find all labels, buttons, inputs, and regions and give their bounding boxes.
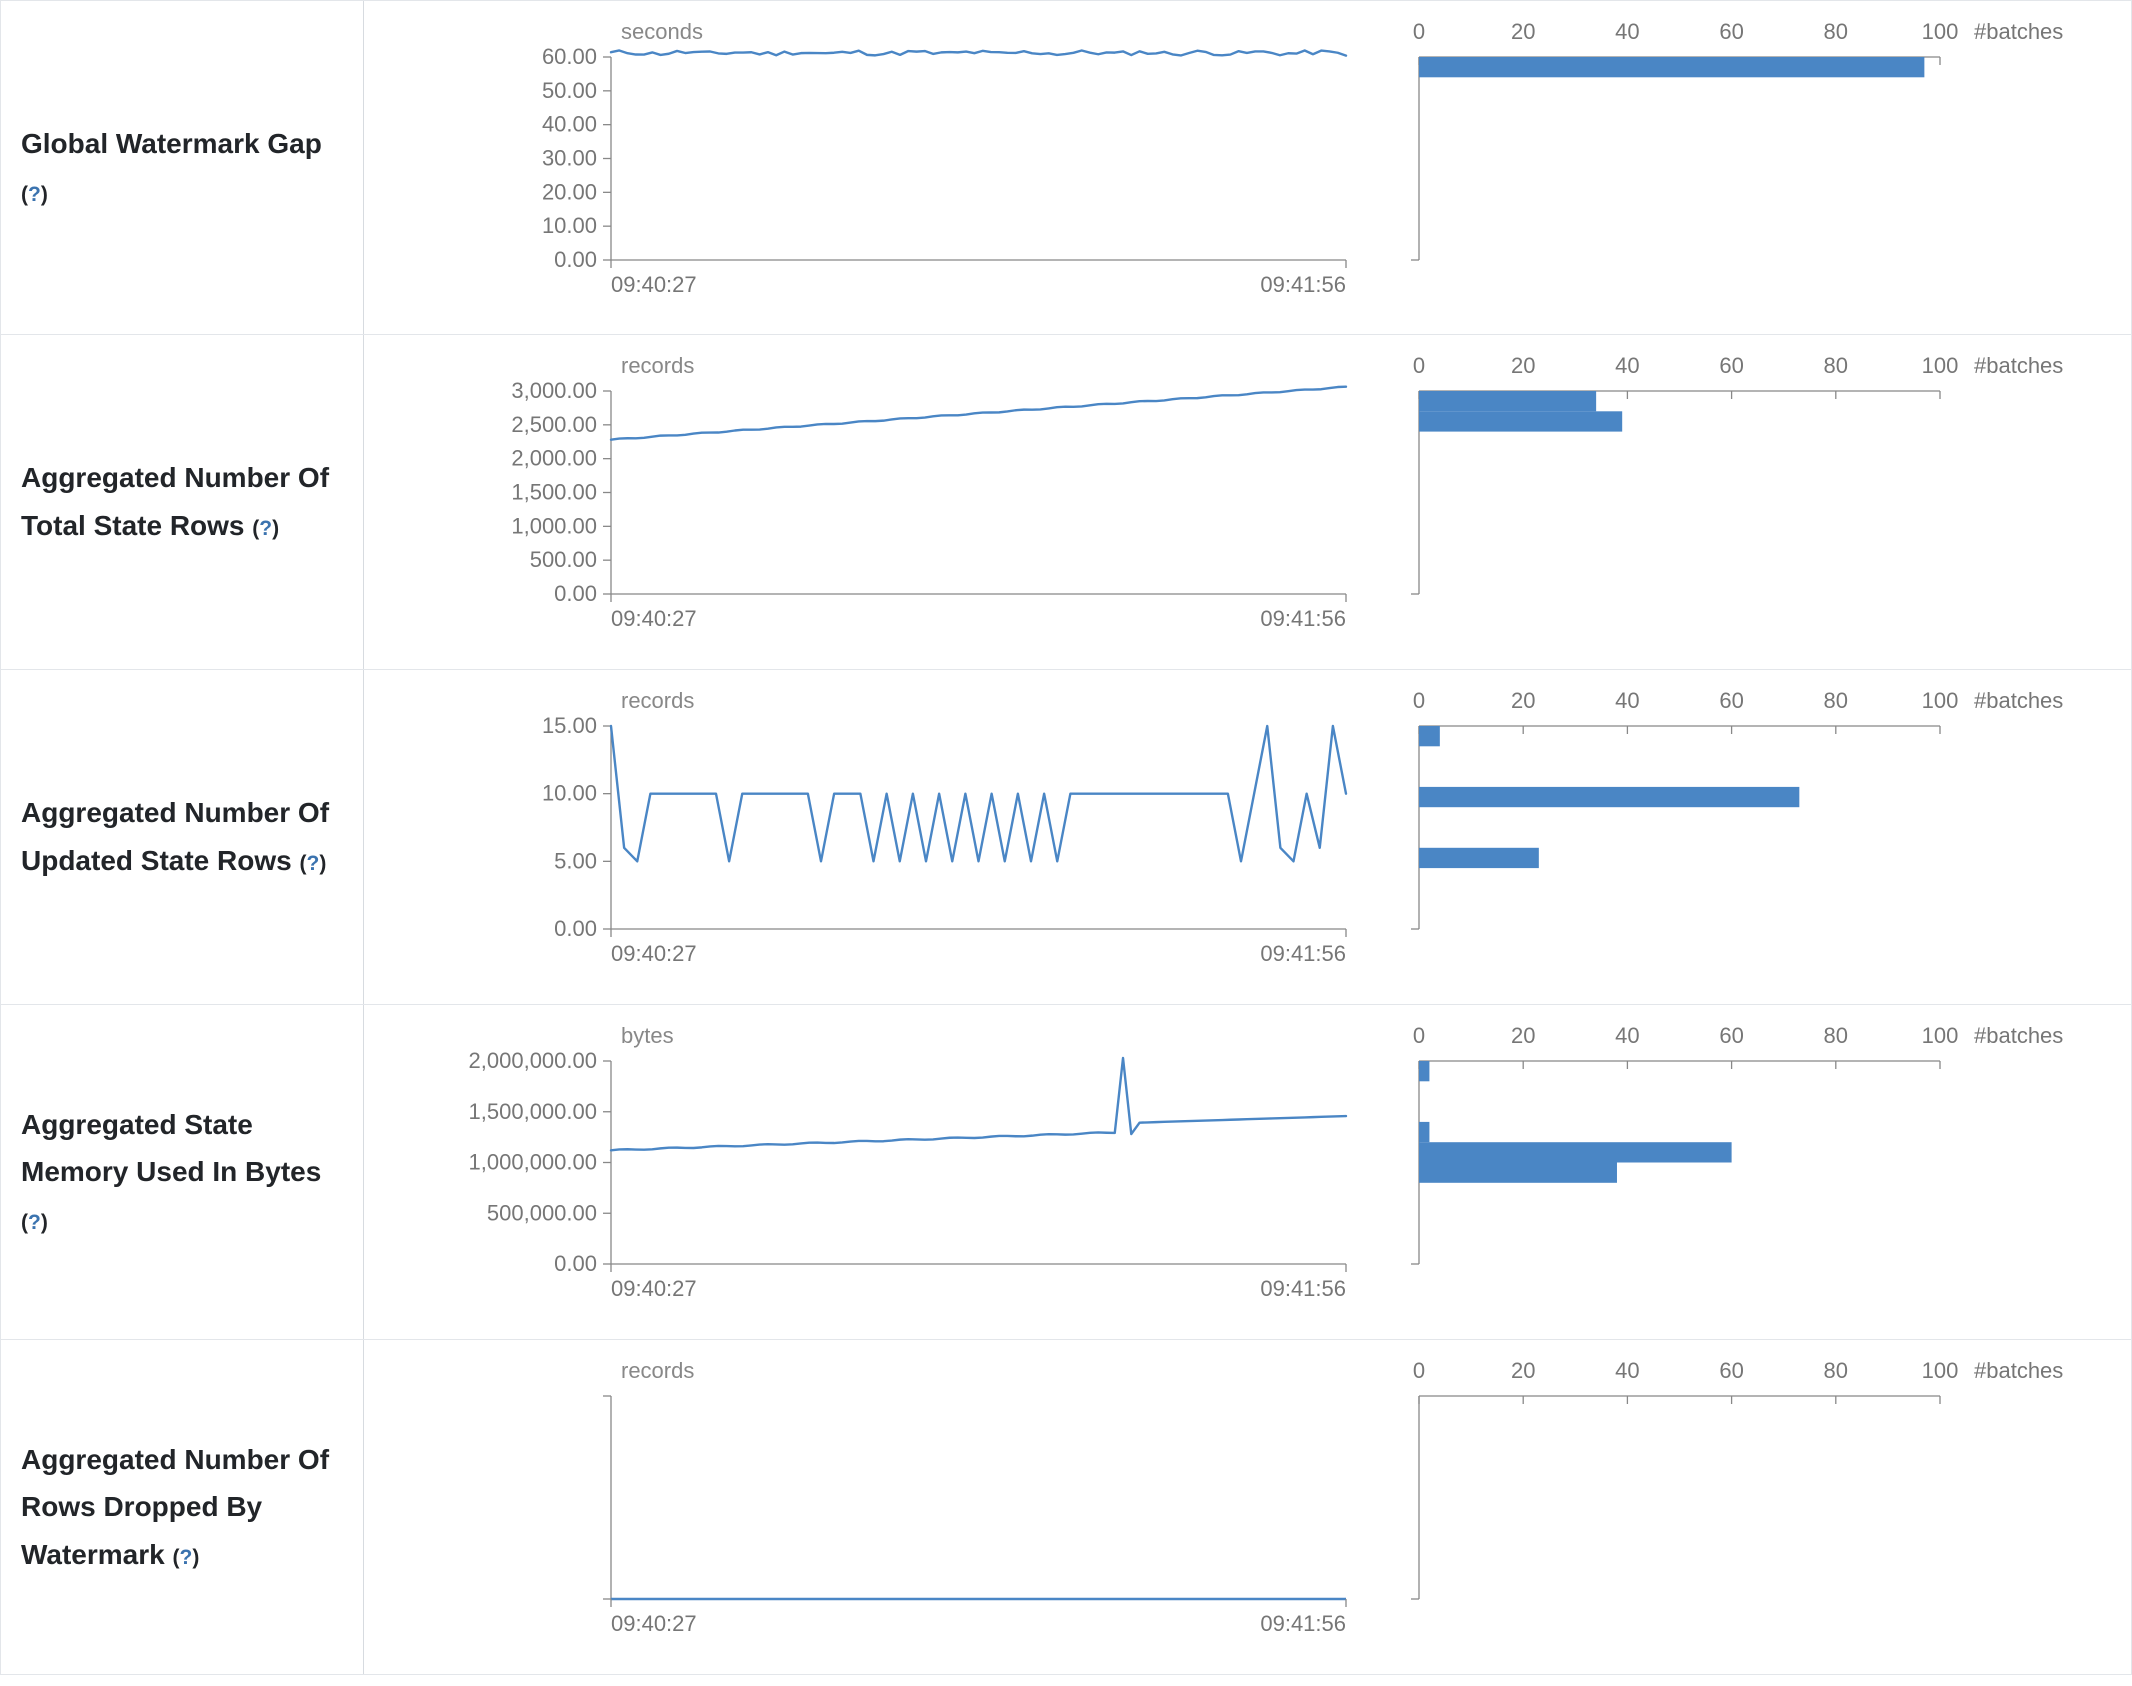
- svg-text:1,500,000.00: 1,500,000.00: [469, 1099, 597, 1124]
- svg-text:records: records: [621, 353, 694, 378]
- svg-text:40: 40: [1615, 688, 1639, 713]
- svg-text:30.00: 30.00: [542, 146, 597, 171]
- svg-text:100: 100: [1922, 353, 1959, 378]
- svg-text:60: 60: [1719, 688, 1743, 713]
- svg-text:80: 80: [1824, 19, 1848, 44]
- svg-text:15.00: 15.00: [542, 713, 597, 738]
- svg-text:20.00: 20.00: [542, 179, 597, 204]
- svg-text:60.00: 60.00: [542, 44, 597, 69]
- svg-text:0.00: 0.00: [554, 247, 597, 272]
- svg-text:0.00: 0.00: [554, 916, 597, 941]
- svg-text:1,500.00: 1,500.00: [511, 480, 597, 505]
- svg-text:40: 40: [1615, 1358, 1639, 1383]
- svg-text:60: 60: [1719, 353, 1743, 378]
- svg-text:60: 60: [1719, 19, 1743, 44]
- svg-text:20: 20: [1511, 688, 1535, 713]
- svg-text:09:41:56: 09:41:56: [1260, 941, 1346, 966]
- svg-text:#batches: #batches: [1974, 1358, 2063, 1383]
- svg-text:2,000,000.00: 2,000,000.00: [469, 1048, 597, 1073]
- svg-text:0: 0: [1413, 19, 1425, 44]
- svg-text:#batches: #batches: [1974, 19, 2063, 44]
- svg-text:20: 20: [1511, 1023, 1535, 1048]
- svg-text:0.00: 0.00: [554, 1251, 597, 1276]
- svg-text:1,000,000.00: 1,000,000.00: [469, 1150, 597, 1175]
- svg-text:40: 40: [1615, 19, 1639, 44]
- svg-text:80: 80: [1824, 353, 1848, 378]
- svg-text:100: 100: [1922, 19, 1959, 44]
- svg-text:40: 40: [1615, 353, 1639, 378]
- svg-text:0.00: 0.00: [554, 581, 597, 606]
- svg-text:40.00: 40.00: [542, 112, 597, 137]
- svg-text:500,000.00: 500,000.00: [487, 1200, 597, 1225]
- svg-text:5.00: 5.00: [554, 848, 597, 873]
- svg-text:10.00: 10.00: [542, 213, 597, 238]
- svg-text:09:40:27: 09:40:27: [611, 1276, 697, 1301]
- svg-text:80: 80: [1824, 1023, 1848, 1048]
- svg-text:09:40:27: 09:40:27: [611, 606, 697, 631]
- svg-text:#batches: #batches: [1974, 688, 2063, 713]
- svg-text:#batches: #batches: [1974, 1023, 2063, 1048]
- svg-text:2,000.00: 2,000.00: [511, 446, 597, 471]
- svg-text:80: 80: [1824, 688, 1848, 713]
- svg-text:0: 0: [1413, 1023, 1425, 1048]
- svg-text:100: 100: [1922, 688, 1959, 713]
- svg-text:80: 80: [1824, 1358, 1848, 1383]
- svg-text:09:41:56: 09:41:56: [1260, 606, 1346, 631]
- svg-text:1,000.00: 1,000.00: [511, 513, 597, 538]
- svg-text:20: 20: [1511, 353, 1535, 378]
- svg-text:seconds: seconds: [621, 19, 703, 44]
- svg-text:09:41:56: 09:41:56: [1260, 272, 1346, 297]
- svg-text:09:40:27: 09:40:27: [611, 941, 697, 966]
- svg-text:500.00: 500.00: [530, 547, 597, 572]
- svg-text:0: 0: [1413, 688, 1425, 713]
- svg-text:#batches: #batches: [1974, 353, 2063, 378]
- svg-text:20: 20: [1511, 19, 1535, 44]
- svg-text:2,500.00: 2,500.00: [511, 412, 597, 437]
- svg-text:20: 20: [1511, 1358, 1535, 1383]
- svg-text:100: 100: [1922, 1358, 1959, 1383]
- svg-text:records: records: [621, 688, 694, 713]
- svg-text:3,000.00: 3,000.00: [511, 378, 597, 403]
- svg-text:09:41:56: 09:41:56: [1260, 1611, 1346, 1636]
- svg-text:bytes: bytes: [621, 1023, 674, 1048]
- svg-text:100: 100: [1922, 1023, 1959, 1048]
- svg-text:09:40:27: 09:40:27: [611, 272, 697, 297]
- svg-text:0: 0: [1413, 1358, 1425, 1383]
- svg-text:10.00: 10.00: [542, 781, 597, 806]
- svg-text:09:40:27: 09:40:27: [611, 1611, 697, 1636]
- svg-text:0: 0: [1413, 353, 1425, 378]
- svg-text:50.00: 50.00: [542, 78, 597, 103]
- svg-text:records: records: [621, 1358, 694, 1383]
- svg-text:60: 60: [1719, 1358, 1743, 1383]
- svg-text:09:41:56: 09:41:56: [1260, 1276, 1346, 1301]
- svg-text:40: 40: [1615, 1023, 1639, 1048]
- svg-text:60: 60: [1719, 1023, 1743, 1048]
